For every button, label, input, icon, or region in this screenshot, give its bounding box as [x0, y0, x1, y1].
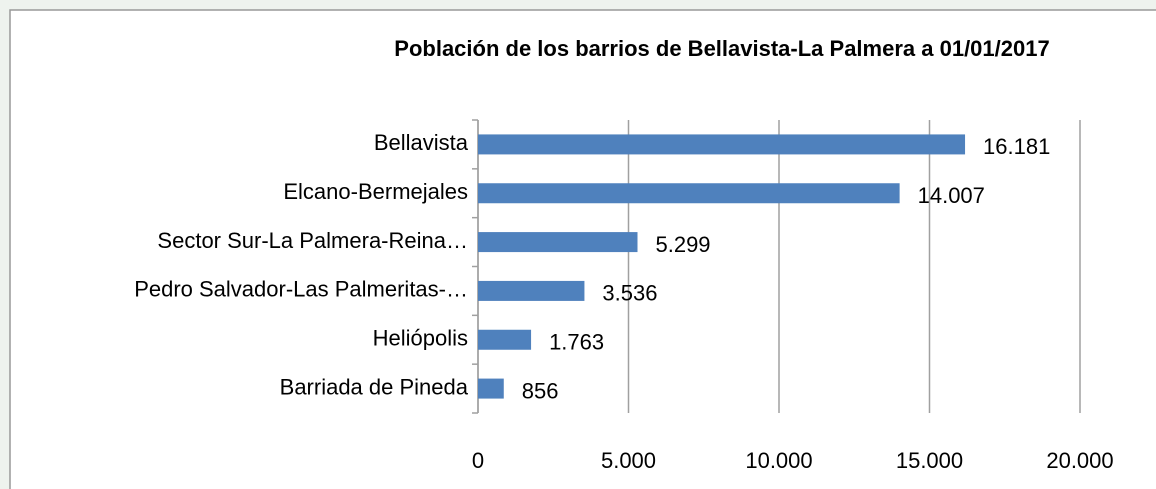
value-label: 16.181	[983, 134, 1050, 159]
chart-title: Población de los barrios de Bellavista-L…	[394, 36, 1049, 61]
bar	[478, 280, 585, 301]
value-label: 14.007	[918, 183, 985, 208]
x-tick-label: 5.000	[601, 448, 656, 473]
value-label: 1.763	[549, 330, 604, 355]
x-tick-label: 15.000	[896, 448, 963, 473]
x-tick-label: 20.000	[1046, 448, 1113, 473]
bar	[478, 329, 532, 350]
x-tick-label: 10.000	[745, 448, 812, 473]
bar	[478, 232, 638, 253]
y-tick-label: Bellavista	[374, 130, 469, 155]
y-tick-label: Barriada de Pineda	[280, 374, 469, 399]
x-tick-label: 0	[472, 448, 484, 473]
bar	[478, 134, 966, 155]
y-tick-label: Elcano-Bermejales	[283, 179, 468, 204]
bar	[478, 378, 504, 399]
y-tick-label: Pedro Salvador-Las Palmeritas-…	[134, 277, 468, 302]
y-tick-label: Sector Sur-La Palmera-Reina…	[157, 228, 468, 253]
bar	[478, 183, 900, 204]
value-label: 5.299	[655, 232, 710, 257]
value-label: 856	[522, 378, 559, 403]
value-label: 3.536	[602, 281, 657, 306]
y-tick-label: Heliópolis	[373, 326, 468, 351]
